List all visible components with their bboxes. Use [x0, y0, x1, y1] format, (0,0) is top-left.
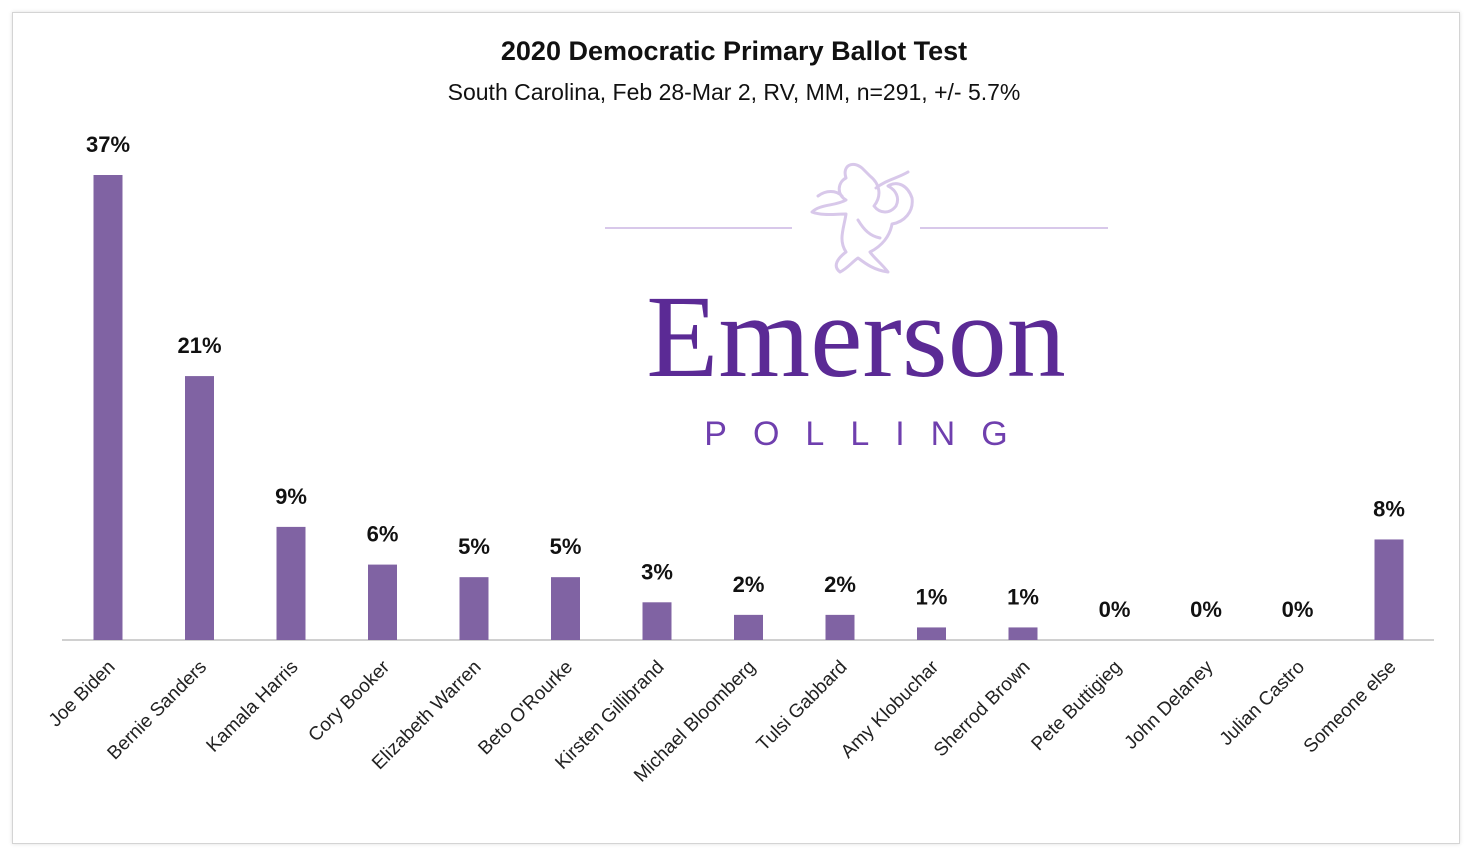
- chart-subtitle: South Carolina, Feb 28-Mar 2, RV, MM, n=…: [448, 79, 1021, 105]
- value-label-someone-else: 8%: [1373, 496, 1405, 521]
- bar-elizabeth-warren: [459, 577, 489, 640]
- bar-amy-klobuchar: [917, 627, 946, 640]
- category-label-pete-buttigieg: Pete Buttigieg: [1028, 657, 1127, 756]
- chart-frame: [12, 12, 1460, 844]
- value-label-kirsten-gillibrand: 3%: [641, 559, 673, 584]
- value-label-cory-booker: 6%: [367, 522, 399, 547]
- value-label-tulsi-gabbard: 2%: [824, 572, 856, 597]
- category-label-kamala-harris: Kamala Harris: [203, 657, 303, 757]
- bar-bernie-sanders: [185, 376, 214, 640]
- category-label-beto-o-rourke: Beto O'Rourke: [474, 657, 577, 760]
- category-label-someone-else: Someone else: [1300, 657, 1401, 758]
- bars-group: [93, 175, 1404, 640]
- logo-wordmark: Emerson: [646, 271, 1065, 402]
- bar-sherrod-brown: [1008, 627, 1038, 640]
- value-label-joe-biden: 37%: [86, 132, 130, 157]
- value-label-beto-o-rourke: 5%: [550, 534, 582, 559]
- bar-cory-booker: [368, 564, 397, 640]
- category-label-joe-biden: Joe Biden: [45, 657, 120, 732]
- category-label-amy-klobuchar: Amy Klobuchar: [837, 656, 943, 762]
- chart-title: 2020 Democratic Primary Ballot Test: [501, 36, 967, 66]
- value-label-kamala-harris: 9%: [275, 484, 307, 509]
- value-label-pete-buttigieg: 0%: [1099, 597, 1131, 622]
- bar-someone-else: [1374, 539, 1404, 640]
- value-labels-group: 37% 21% 9% 6% 5% 5% 3% 2% 2% 1% 1% 0% 0% 0% 8%: [86, 132, 1405, 622]
- category-label-bernie-sanders: Bernie Sanders: [104, 657, 211, 764]
- value-label-bernie-sanders: 21%: [177, 333, 221, 358]
- bar-kirsten-gillibrand: [642, 602, 672, 640]
- value-label-amy-klobuchar: 1%: [916, 584, 948, 609]
- bar-michael-bloomberg: [734, 614, 763, 640]
- value-label-elizabeth-warren: 5%: [458, 534, 490, 559]
- bar-tulsi-gabbard: [825, 614, 855, 640]
- bar-kamala-harris: [276, 526, 306, 640]
- logo-subtitle: POLLING: [704, 415, 1033, 453]
- category-label-tulsi-gabbard: Tulsi Gabbard: [753, 657, 852, 756]
- category-label-john-delaney: John Delaney: [1121, 656, 1218, 753]
- value-label-sherrod-brown: 1%: [1007, 584, 1039, 609]
- category-label-sherrod-brown: Sherrod Brown: [930, 657, 1034, 761]
- bar-beto-o-rourke: [551, 577, 580, 640]
- emerson-polling-logo: Emerson POLLING: [605, 162, 1108, 453]
- value-label-julian-castro: 0%: [1282, 597, 1314, 622]
- lion-rampant-icon: [810, 162, 914, 274]
- bar-joe-biden: [93, 175, 123, 640]
- value-label-michael-bloomberg: 2%: [733, 572, 765, 597]
- category-label-cory-booker: Cory Booker: [305, 656, 395, 746]
- category-label-julian-castro: Julian Castro: [1216, 657, 1309, 750]
- value-label-john-delaney: 0%: [1190, 597, 1222, 622]
